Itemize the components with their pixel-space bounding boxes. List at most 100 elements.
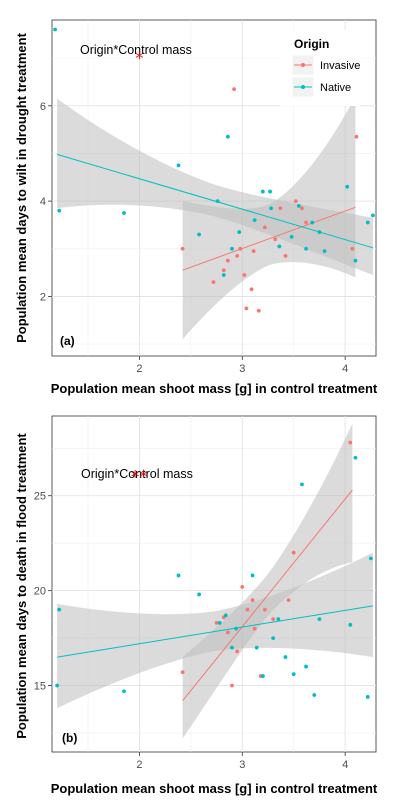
data-point-native — [260, 674, 265, 678]
y-tick-label: 20 — [34, 586, 46, 598]
data-point-native — [304, 246, 308, 251]
data-point-native — [215, 199, 220, 204]
data-point-invasive — [263, 225, 267, 230]
data-point-invasive — [245, 607, 250, 612]
data-point-invasive — [278, 206, 283, 211]
data-point-invasive — [180, 246, 185, 251]
data-point-native — [368, 556, 373, 561]
data-point-native — [300, 482, 304, 487]
data-point-invasive — [263, 607, 267, 612]
data-point-invasive — [225, 258, 230, 263]
data-point-invasive — [242, 273, 247, 277]
panel-b-y-ticks: 15 20 25 — [34, 491, 52, 693]
data-point-native — [57, 607, 62, 612]
fit-line-native — [57, 605, 373, 658]
data-point-invasive — [256, 308, 261, 313]
data-point-native — [371, 213, 375, 218]
data-point-invasive — [238, 246, 243, 251]
x-tick-label: 3 — [239, 759, 245, 771]
data-point-native — [271, 636, 276, 641]
fit-line-invasive — [182, 489, 353, 702]
data-point-invasive — [221, 268, 226, 273]
data-point-native — [122, 689, 126, 694]
y-tick-label: 15 — [34, 681, 46, 693]
data-point-native — [252, 218, 257, 223]
legend-label-native: Native — [320, 82, 351, 94]
panel-b-tag: (b) — [62, 731, 77, 745]
panel-a-x-axis-title: Population mean shoot mass [g] in contro… — [51, 381, 378, 396]
data-point-native — [353, 455, 358, 460]
data-point-native — [230, 246, 234, 251]
data-point-native — [176, 573, 181, 578]
data-point-invasive — [235, 254, 240, 258]
data-point-invasive — [251, 249, 256, 254]
data-point-native — [268, 189, 272, 194]
data-point-invasive — [273, 237, 278, 242]
data-point-invasive — [214, 621, 219, 625]
x-tick-label: 4 — [342, 759, 348, 771]
x-tick-label: 4 — [342, 363, 348, 375]
data-point-native — [122, 211, 126, 215]
data-point-invasive — [293, 199, 298, 204]
data-point-native — [304, 664, 308, 669]
data-point-invasive — [225, 630, 230, 635]
data-point-native — [276, 617, 281, 622]
confidence-band-invasive — [182, 423, 353, 739]
data-point-invasive — [240, 584, 245, 589]
data-point-invasive — [300, 206, 304, 211]
data-point-invasive — [286, 598, 291, 603]
confidence-band-native — [57, 552, 373, 709]
panel-b-annotation: Origin*Control mass — [81, 467, 193, 481]
data-point-native — [296, 203, 301, 208]
data-point-native — [260, 189, 265, 194]
data-point-native — [317, 230, 322, 234]
data-point-invasive — [354, 134, 359, 139]
y-tick-label: 2 — [40, 291, 46, 303]
data-point-native — [217, 621, 222, 625]
data-point-native — [353, 258, 358, 263]
panel-b-y-axis-title: Population mean days to death in flood t… — [14, 433, 29, 739]
data-point-native — [345, 184, 350, 189]
legend-key-invasive — [291, 54, 315, 76]
panel-b: 2 3 4 15 20 25 Origin*Control mass ** (b) Po… — [14, 415, 378, 796]
data-point-native — [269, 206, 273, 211]
data-point-invasive — [235, 649, 240, 654]
legend-key-native — [291, 76, 315, 98]
data-point-invasive — [232, 87, 236, 92]
x-tick-label: 3 — [239, 363, 245, 375]
data-point-invasive — [211, 280, 216, 285]
y-tick-label: 25 — [34, 491, 46, 503]
data-point-native — [225, 134, 230, 139]
legend-title: Origin — [294, 37, 329, 51]
data-point-invasive — [271, 617, 276, 622]
panel-b-significance-star: ** — [131, 468, 148, 488]
data-point-native — [289, 234, 294, 239]
data-point-native — [310, 220, 315, 225]
panel-b-fit-lines — [57, 489, 373, 702]
legend: Origin Invasive Native — [280, 30, 360, 106]
data-point-native — [283, 655, 288, 659]
data-point-native — [254, 645, 259, 650]
panel-a-points — [53, 27, 375, 313]
data-point-invasive — [283, 254, 288, 258]
panel-b-x-axis-title: Population mean shoot mass [g] in contro… — [51, 781, 378, 796]
data-point-native — [365, 695, 370, 699]
data-point-native — [55, 683, 60, 688]
data-point-native — [176, 163, 181, 168]
data-point-native — [221, 273, 226, 277]
y-tick-label: 6 — [40, 101, 46, 113]
panel-a-x-ticks: 2 3 4 — [136, 356, 348, 375]
data-point-invasive — [252, 626, 257, 631]
data-point-native — [230, 645, 234, 650]
data-point-invasive — [250, 598, 255, 603]
data-point-native — [197, 592, 201, 597]
panel-b-points — [55, 440, 373, 699]
data-point-native — [197, 232, 201, 237]
data-point-invasive — [291, 550, 296, 555]
data-point-native — [365, 220, 370, 225]
data-point-invasive — [244, 306, 249, 311]
x-tick-label: 2 — [136, 363, 142, 375]
legend-label-invasive: Invasive — [320, 60, 360, 72]
data-point-native — [291, 672, 296, 677]
